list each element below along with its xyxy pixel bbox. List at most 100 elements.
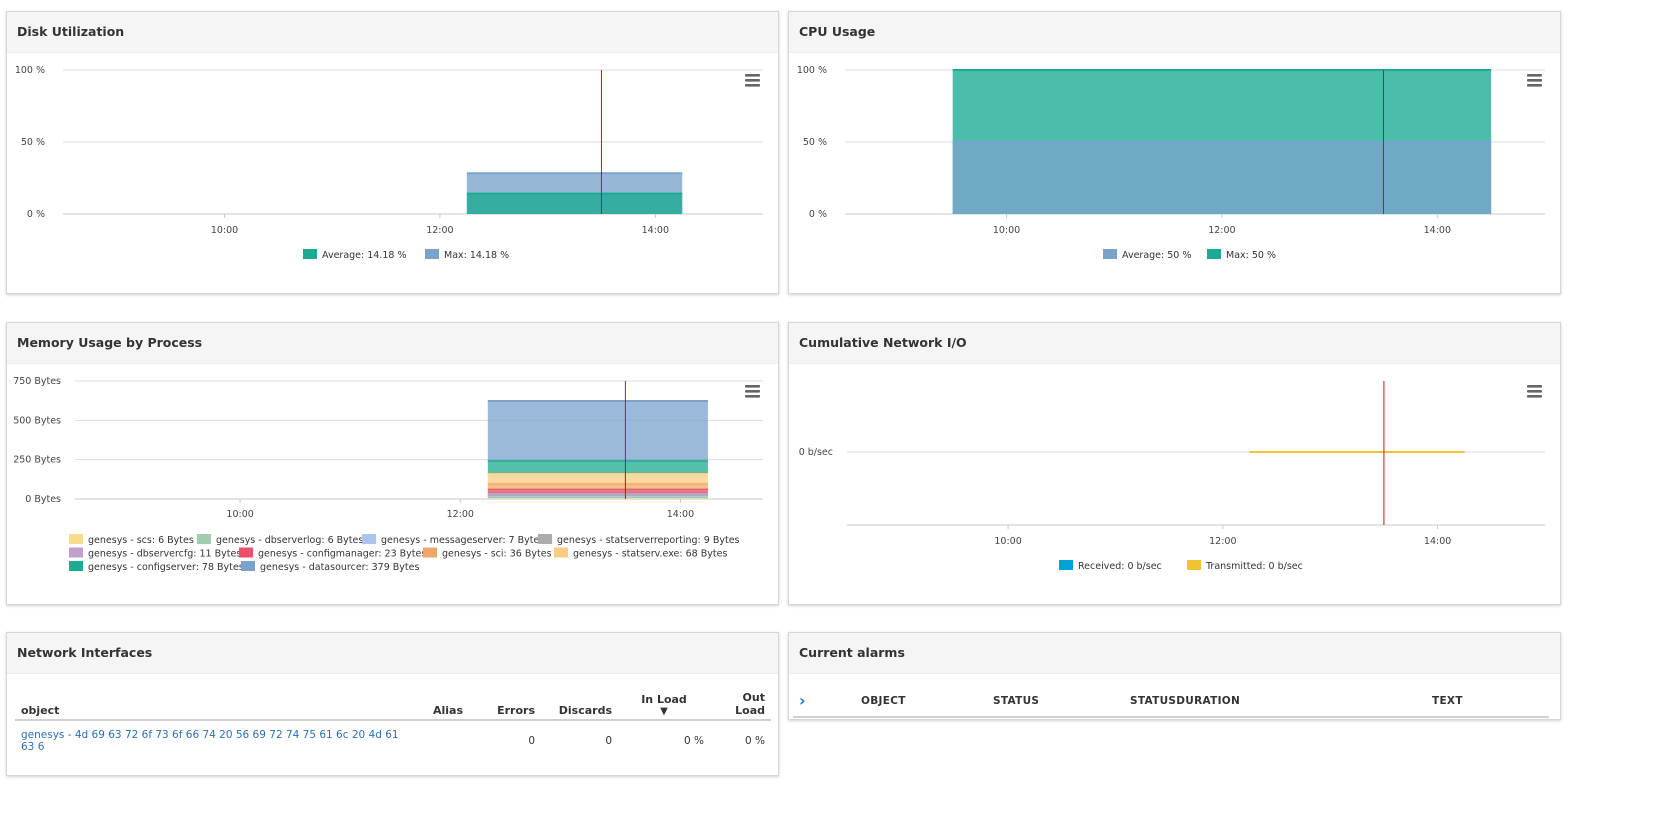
legend-label: genesys - scs: 6 Bytes [88,535,194,546]
menu-bar [1527,390,1542,393]
legend-label: Max: 50 % [1226,250,1276,261]
legend-label: genesys - statserv.exe: 68 Bytes [573,549,727,560]
legend-item[interactable]: genesys - messageserver: 7 Bytes [362,534,544,546]
column-header-alias[interactable]: Alias [432,704,463,717]
discards-cell: 0 [605,735,612,747]
column-header-in-load[interactable]: In Load ▼ [618,689,710,720]
area-genesys-datasourcer [487,400,708,461]
panel-header: Current alarms [789,633,1560,674]
legend-item[interactable]: Max: 14.18 % [425,249,509,261]
panel-title: Cumulative Network I/O [799,335,967,350]
x-tick-label: 14:00 [667,509,694,520]
area-genesys-configserver [487,460,708,473]
legend-item[interactable]: genesys - sci: 36 Bytes [423,547,552,560]
x-tick-label: 10:00 [211,225,238,236]
disk-utilization-chart: 0 % 50 % 100 % 10:00 12:00 14:00 Average: 14.1… [15,65,763,261]
menu-bar [1527,395,1542,398]
y-tick-label: 750 Bytes [13,376,61,387]
legend-item[interactable]: genesys - statserverreporting: 9 Bytes [538,534,740,546]
network-io-panel: Cumulative Network I/O 0 b/sec 10:00 12:00… [788,322,1561,605]
column-header-status[interactable]: STATUS [993,694,1040,707]
legend-item[interactable]: genesys - dbserverlog: 6 Bytes [197,534,363,546]
menu-icon[interactable] [745,385,760,398]
panel-title: Disk Utilization [17,24,125,39]
x-tick-label: 10:00 [993,225,1020,236]
column-header-text[interactable]: TEXT [1432,694,1463,707]
current-alarms-panel: Current alarms › OBJECT STATUS STATUSDUR… [788,632,1561,720]
panel-title: Network Interfaces [17,645,153,660]
y-tick-label: 100 % [15,65,45,76]
table-row: genesys - 4d 69 63 72 6f 73 6f 66 74 20 … [15,720,771,759]
legend-swatch [538,534,552,544]
column-header-out-load[interactable]: Out Load [735,691,765,717]
x-tick-label: 10:00 [226,509,253,520]
column-header-errors[interactable]: Errors [497,704,535,717]
legend-label: genesys - dbservercfg: 11 Bytes [88,549,241,560]
legend-swatch [1187,560,1201,570]
column-header-status-duration[interactable]: STATUSDURATION [1130,694,1241,707]
menu-icon[interactable] [1527,74,1542,87]
menu-bar [745,390,760,393]
legend-swatch [239,547,253,558]
column-header-object[interactable]: OBJECT [861,694,906,707]
panel-title: Memory Usage by Process [17,335,203,350]
menu-bar [745,385,760,388]
panel-header: Disk Utilization [7,12,778,53]
panel-header: Cumulative Network I/O [789,323,1560,364]
legend-swatch [1103,249,1117,259]
object-link[interactable]: genesys - 4d 69 63 72 6f 73 6f 66 74 20 … [21,729,399,753]
legend-swatch [241,561,255,571]
y-tick-label: 0 % [809,209,827,220]
legend-swatch [303,249,317,259]
menu-bar [745,395,760,398]
menu-bar [1527,385,1542,388]
legend-swatch [69,547,83,558]
network-interfaces-table: object Alias Errors Discards In Load ▼ O… [15,689,771,759]
y-tick-label: 250 Bytes [13,455,61,466]
legend-item[interactable]: genesys - dbservercfg: 11 Bytes [69,547,241,560]
expand-chevron-icon[interactable]: › [799,691,806,710]
cpu-usage-chart: 0 % 50 % 100 % 10:00 12:00 14:00 Average: 50 %… [797,65,1545,261]
area-genesys-configmanager [487,489,708,493]
legend-label: genesys - dbserverlog: 6 Bytes [216,535,363,546]
panel-title: CPU Usage [799,24,876,39]
legend-item[interactable]: Max: 50 % [1207,249,1276,261]
y-tick-label: 0 Bytes [25,494,61,505]
legend-label: genesys - datasourcer: 379 Bytes [260,562,419,573]
legend-label: Received: 0 b/sec [1078,561,1162,572]
x-tick-label: 14:00 [1424,536,1451,547]
alarms-table: › OBJECT STATUS STATUSDURATION TEXT [793,685,1549,718]
legend-swatch [362,534,376,544]
x-tick-label: 10:00 [994,536,1021,547]
menu-icon[interactable] [745,74,760,87]
memory-usage-panel: Memory Usage by Process 0 Bytes 250 Bytes… [6,322,779,605]
x-tick-label: 12:00 [1209,536,1236,547]
legend-item[interactable]: genesys - configserver: 78 Bytes [69,561,244,573]
menu-bar [745,74,760,77]
legend-swatch [69,534,83,544]
legend-swatch [69,561,83,571]
panel-title: Current alarms [799,645,905,660]
panel-header: Network Interfaces [7,633,778,674]
legend-item[interactable]: Average: 50 % [1103,249,1191,261]
legend-item[interactable]: genesys - datasourcer: 379 Bytes [241,561,419,573]
menu-icon[interactable] [1527,385,1542,398]
panel-header: CPU Usage [789,12,1560,53]
legend-item[interactable]: genesys - scs: 6 Bytes [69,534,194,546]
legend-item[interactable]: Average: 14.18 % [303,249,406,261]
menu-bar [1527,79,1542,82]
network-interfaces-panel: Network Interfaces object Alias Errors D… [6,632,779,776]
x-tick-label: 14:00 [1424,225,1451,236]
column-header-object[interactable]: object [21,704,60,717]
legend-swatch [554,547,568,558]
in-load-cell: 0 % [684,735,704,747]
legend-item[interactable]: Transmitted: 0 b/sec [1187,560,1303,572]
column-header-discards[interactable]: Discards [558,704,612,717]
x-tick-label: 14:00 [642,225,669,236]
legend-item[interactable]: genesys - statserv.exe: 68 Bytes [554,547,727,560]
legend-label: genesys - configmanager: 23 Bytes [258,549,426,560]
memory-usage-chart: 0 Bytes 250 Bytes 500 Bytes 750 Bytes 10:00 1… [13,376,763,573]
legend-item[interactable]: Received: 0 b/sec [1059,560,1162,572]
legend-label: genesys - sci: 36 Bytes [442,549,552,560]
legend-item[interactable]: genesys - configmanager: 23 Bytes [239,547,426,560]
